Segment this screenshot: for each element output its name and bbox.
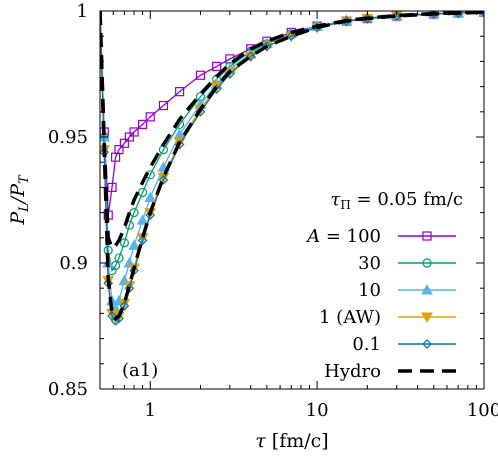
data-point-square <box>145 112 155 122</box>
data-point-diamond <box>110 316 121 326</box>
data-point-square <box>129 127 139 137</box>
y-axis-label-a-sub: L <box>17 203 32 213</box>
data-point-square <box>175 87 185 97</box>
data-point-circle <box>119 238 129 248</box>
plot-frame <box>99 10 485 390</box>
plot-marks <box>100 11 484 326</box>
hydro-dashed-line <box>100 11 484 321</box>
x-axis-label-symbol: τ <box>255 430 266 452</box>
legend: A = 100 30 10 1 (AW) 0.1 Hydro <box>305 226 456 382</box>
y-axis-label-b: /P <box>7 183 29 205</box>
annotation-symbol: τ <box>330 189 341 210</box>
y-tick-label: 0.9 <box>59 253 88 274</box>
data-point-diamond <box>286 31 297 42</box>
data-point-diamond <box>158 174 169 185</box>
legend-entry-label: 10 <box>358 280 381 301</box>
legend-entry-label: Hydro <box>324 361 381 382</box>
x-tick-label: 1 <box>145 400 156 421</box>
data-point-triangle-up <box>144 191 157 202</box>
data-point-triangle-up <box>128 239 140 250</box>
data-point-square <box>119 138 129 148</box>
data-point-circle <box>138 187 148 198</box>
data-point-diamond <box>124 283 135 294</box>
data-point-square <box>212 61 222 72</box>
series-group <box>100 11 484 326</box>
data-point-triangle-down <box>421 312 433 324</box>
data-point-diamond <box>262 41 272 52</box>
y-axis-label-a: P <box>7 211 29 226</box>
legend-entry-label-symbol: A <box>305 226 320 247</box>
legend-entry-label-rest: = 100 <box>320 226 381 247</box>
legend-entry-label: 0.1 <box>352 334 381 355</box>
data-point-square <box>107 182 117 192</box>
data-point-diamond <box>137 235 148 246</box>
data-point-circle <box>129 208 139 218</box>
legend-entry-label: A = 100 <box>305 226 381 247</box>
legend-entry-label: 30 <box>358 253 381 274</box>
legend-entry-label: 1 (AW) <box>319 307 381 328</box>
data-point-square <box>114 145 124 155</box>
data-point-triangle-up <box>421 283 433 295</box>
x-tick-label: 10 <box>306 400 329 421</box>
data-point-square <box>124 132 134 142</box>
annotation-subscript: Π <box>340 198 350 212</box>
data-point-diamond <box>145 210 156 220</box>
panel-label: (a1) <box>122 360 158 381</box>
data-point-square <box>138 119 148 130</box>
x-axis-label-rest: [fm/c] <box>266 430 329 452</box>
data-point-diamond <box>174 139 185 150</box>
annotation-rest: = 0.05 fm/c <box>351 189 463 210</box>
y-axis-label-b-sub: T <box>17 174 32 184</box>
data-point-diamond <box>422 339 432 349</box>
y-tick-label: 0.85 <box>48 379 88 400</box>
x-tick-label: 100 <box>467 400 498 421</box>
data-point-circle <box>422 258 432 268</box>
data-point-diamond <box>245 51 256 62</box>
data-point-diamond <box>119 300 130 311</box>
y-tick-label: 1 <box>77 1 88 22</box>
x-axis-label: τ [fm/c] <box>255 430 328 452</box>
data-point-square <box>158 100 169 111</box>
y-tick-label: 0.95 <box>48 127 88 148</box>
axis-ticks: 1 10 100 0.85 0.9 0.95 1 <box>48 1 498 421</box>
tau-pi-annotation: τΠ = 0.05 fm/c <box>330 189 463 212</box>
data-point-square <box>195 70 206 80</box>
y-axis-label: PL/PT <box>7 174 32 226</box>
data-point-triangle-up <box>136 214 149 225</box>
data-point-circle <box>114 253 124 263</box>
data-point-square <box>422 231 432 241</box>
